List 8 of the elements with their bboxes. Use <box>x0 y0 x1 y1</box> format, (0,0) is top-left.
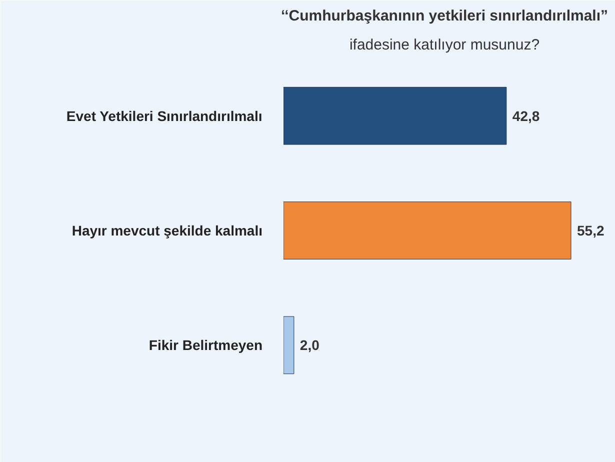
data-label: 55,2 <box>577 222 604 238</box>
data-label: 42,8 <box>512 108 540 124</box>
y-tick-label: Fikir Belirtmeyen <box>148 337 263 354</box>
chart-subtitle: ifadesine katılıyor musunuz? <box>349 36 540 54</box>
y-tick-label: Hayır mevcut şekilde kalmalı <box>72 222 263 238</box>
chart-title: ‘‘Cumhurbaşkanının yetkileri sınırlandırılmalı” <box>280 8 608 24</box>
data-label: 2,0 <box>300 337 320 354</box>
y-tick-label: Evet Yetkileri Sınırlandırılmalı <box>66 108 262 124</box>
